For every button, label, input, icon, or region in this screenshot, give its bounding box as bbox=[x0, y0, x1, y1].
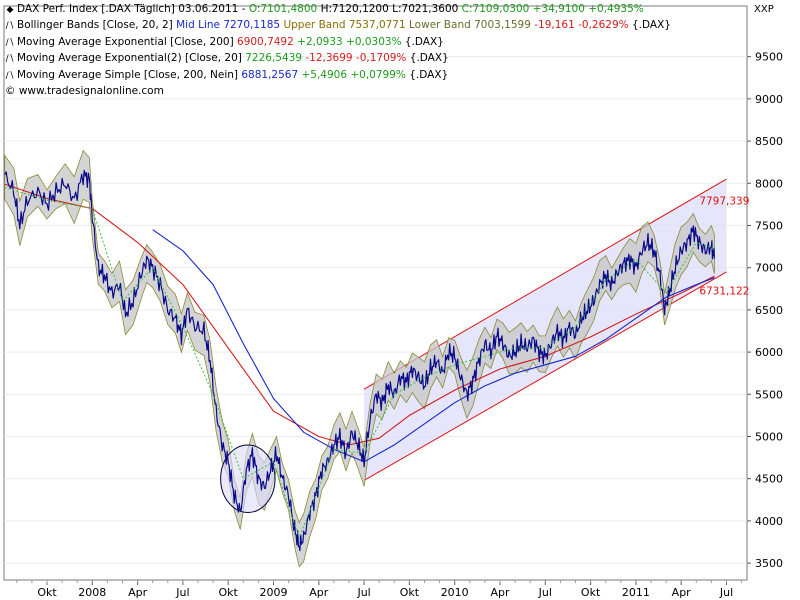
legend-ema200-name: Moving Average Exponential [Close, 200] bbox=[17, 35, 234, 48]
legend-close: C:7109,0300 bbox=[461, 3, 530, 15]
legend-bollinger-name: Bollinger Bands [Close, 20, 2] bbox=[17, 19, 173, 32]
x-tick-label: Okt bbox=[219, 586, 239, 599]
y-tick-label: 5000 bbox=[755, 431, 783, 444]
legend-change: +34,9100 bbox=[532, 3, 585, 15]
legend-ema200-change: +2,0933 bbox=[297, 35, 343, 48]
y-tick-label: 9500 bbox=[755, 51, 783, 64]
legend-ema20-sym: {.DAX} bbox=[409, 52, 449, 65]
legend-open: O:7101,4800 bbox=[248, 3, 318, 15]
legend-mid-line: Mid Line 7270,1185 bbox=[176, 19, 281, 32]
y-tick-label: 7500 bbox=[755, 219, 783, 232]
legend-high: H:7120,1200 bbox=[320, 3, 389, 15]
legend-bollinger-sym: {.DAX} bbox=[631, 19, 671, 32]
legend-row-copyright[interactable]: © www.tradesignalonline.com bbox=[5, 84, 671, 99]
x-tick-label: 2010 bbox=[441, 586, 469, 599]
channel-upper-line bbox=[363, 178, 727, 390]
channel-lower-label: 6731,122 bbox=[699, 285, 749, 297]
y-tick-label: 4500 bbox=[755, 473, 783, 486]
legend-lower-band: Lower Band 7003,1599 bbox=[409, 19, 531, 32]
line-series-icon: ∕∖ bbox=[5, 21, 15, 32]
legend-row-bollinger[interactable]: ∕∖ Bollinger Bands [Close, 20, 2] Mid Lin… bbox=[5, 18, 671, 34]
price-series-icon: ◆ bbox=[6, 5, 14, 15]
x-tick-label: Jul bbox=[356, 586, 370, 599]
y-tick-label: 9000 bbox=[755, 93, 783, 106]
sma200-line bbox=[152, 229, 715, 463]
copyright-link[interactable]: © www.tradesignalonline.com bbox=[5, 85, 164, 98]
y-tick-label: 5500 bbox=[755, 388, 783, 401]
y-tick-label: 8500 bbox=[755, 135, 783, 148]
price-line bbox=[4, 169, 715, 552]
legend-sma200-pct: +0,0799% bbox=[350, 68, 406, 81]
legend-upper-band: Upper Band 7537,0771 bbox=[283, 19, 406, 32]
line-series-icon: ∕∖ bbox=[5, 70, 15, 81]
legend-sma200-sym: {.DAX} bbox=[409, 68, 449, 81]
legend-bollinger-pct: -0,2629% bbox=[578, 19, 629, 32]
x-tick-label: Okt bbox=[581, 586, 601, 599]
x-tick-label: 2008 bbox=[78, 586, 106, 599]
y-tick-label: 7000 bbox=[755, 262, 783, 275]
x-tick-label: Jul bbox=[175, 586, 189, 599]
legend-sma200-value: 6881,2567 bbox=[241, 68, 299, 81]
x-tick-label: Jul bbox=[719, 586, 733, 599]
legend-ema200-pct: +0,0303% bbox=[346, 35, 402, 48]
legend-sma200-change: +5,4906 bbox=[301, 68, 348, 81]
legend: ◆ DAX Perf. Index [.DAX Täglich] 03.06.20… bbox=[5, 2, 671, 99]
legend-row-ema200[interactable]: ∕∖ Moving Average Exponential [Close, 200… bbox=[5, 35, 671, 51]
line-series-icon: ∕∖ bbox=[5, 54, 15, 65]
ema200-line bbox=[4, 183, 715, 446]
y-tick-label: 6000 bbox=[755, 346, 783, 359]
legend-sma200-name: Moving Average Simple [Close, 200, Nein] bbox=[17, 68, 238, 81]
legend-ema200-value: 6900,7492 bbox=[237, 35, 294, 48]
legend-low: L:7021,3600 bbox=[392, 3, 459, 15]
legend-ema200-sym: {.DAX} bbox=[404, 35, 444, 48]
x-tick-label: Okt bbox=[400, 586, 420, 599]
legend-price-name: DAX Perf. Index [.DAX Täglich] 03.06.201… bbox=[17, 3, 239, 15]
legend-row-price[interactable]: ◆ DAX Perf. Index [.DAX Täglich] 03.06.20… bbox=[5, 2, 671, 18]
y-tick-label: 4000 bbox=[755, 515, 783, 528]
legend-row-sma200[interactable]: ∕∖ Moving Average Simple [Close, 200, Nei… bbox=[5, 68, 671, 84]
legend-ema20-name: Moving Average Exponential(2) [Close, 20… bbox=[17, 52, 242, 65]
x-tick-label: Okt bbox=[37, 586, 57, 599]
y-tick-label: 6500 bbox=[755, 304, 783, 317]
x-tick-label: 2009 bbox=[260, 586, 288, 599]
channel-upper-label: 7797,339 bbox=[699, 195, 749, 207]
y-tick-label: 3500 bbox=[755, 557, 783, 570]
legend-ema20-pct: -0,1709% bbox=[355, 52, 407, 65]
line-series-icon: ∕∖ bbox=[5, 37, 15, 48]
legend-pct: +0,4935% bbox=[588, 3, 644, 15]
x-tick-label: Apr bbox=[309, 586, 329, 599]
y-tick-label: 8000 bbox=[755, 177, 783, 190]
legend-ema20-value: 7226,5439 bbox=[245, 52, 302, 65]
legend-ema20-change: -12,3699 bbox=[305, 52, 353, 65]
y-axis-label: XXP bbox=[754, 4, 774, 15]
x-tick-label: Apr bbox=[128, 586, 148, 599]
legend-row-ema20[interactable]: ∕∖ Moving Average Exponential(2) [Close, … bbox=[5, 51, 671, 67]
ema20-line bbox=[4, 187, 715, 539]
x-tick-label: Jul bbox=[538, 586, 552, 599]
x-tick-label: Apr bbox=[672, 586, 692, 599]
legend-bollinger-change: -19,161 bbox=[534, 19, 575, 32]
x-tick-label: 2011 bbox=[622, 586, 650, 599]
x-tick-label: Apr bbox=[490, 586, 510, 599]
